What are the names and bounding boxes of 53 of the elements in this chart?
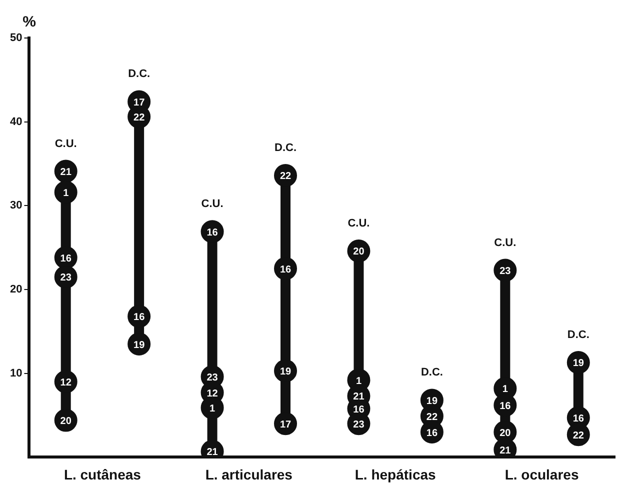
annotation: 22	[572, 430, 584, 442]
annotation: 20	[60, 416, 72, 428]
y-tick-label: 30	[10, 200, 22, 212]
text: D.C.	[420, 366, 443, 379]
annotation: 16	[134, 312, 146, 324]
annotation: 19	[426, 396, 438, 407]
annotation: 12	[60, 377, 72, 388]
text: C.U.	[348, 217, 370, 230]
annotation: 22	[280, 171, 292, 182]
annotation: 12	[206, 388, 218, 400]
annotation: 23	[60, 272, 72, 284]
annotation: 20	[353, 246, 365, 258]
annotation: 21	[500, 445, 512, 456]
x-tick-label: L. oculares	[504, 466, 579, 482]
x-tick-label: L. hepáticas	[354, 466, 436, 482]
y-tick-label: 10	[10, 367, 22, 380]
y-tick-label: 40	[10, 116, 22, 128]
annotation: 1	[63, 188, 70, 200]
annotation: 21	[206, 447, 218, 458]
annotation: 19	[134, 340, 146, 351]
annotation: 1	[356, 376, 362, 387]
annotation: 19	[280, 366, 292, 378]
annotation: 20	[500, 428, 512, 439]
text: D.C.	[567, 328, 590, 341]
annotation: 1	[210, 403, 216, 414]
annotation: 22	[426, 412, 438, 423]
annotation: 23	[500, 266, 512, 277]
annotation: 21	[60, 167, 72, 178]
annotation: 19	[572, 358, 584, 370]
text: C.U.	[54, 138, 77, 150]
text: D.C.	[128, 68, 150, 80]
x-tick-label: L. cutâneas	[64, 466, 142, 482]
series-label: C.U.	[494, 236, 516, 249]
annotation: 16	[280, 264, 292, 276]
annotation: 16	[500, 400, 512, 412]
annotation: 17	[280, 419, 292, 430]
annotation: 17	[134, 97, 146, 108]
annotation: 16	[60, 253, 72, 264]
annotation: 23	[206, 372, 218, 384]
annotation: 22	[134, 112, 146, 124]
y-axis-title: %	[22, 14, 36, 31]
annotation: 21	[353, 392, 365, 403]
annotation: 16	[426, 428, 438, 439]
annotation: 1	[502, 384, 508, 396]
annotation: 16	[353, 404, 365, 416]
y-tick-label: 50	[10, 32, 22, 44]
y-tick-label: 20	[10, 284, 22, 296]
x-tick-label: L. articulares	[205, 466, 293, 482]
annotation: 16	[206, 227, 218, 238]
annotation: 23	[353, 419, 365, 430]
annotation: 16	[572, 414, 584, 425]
series-label: D.C.	[274, 142, 297, 154]
text: C.U.	[201, 198, 224, 210]
